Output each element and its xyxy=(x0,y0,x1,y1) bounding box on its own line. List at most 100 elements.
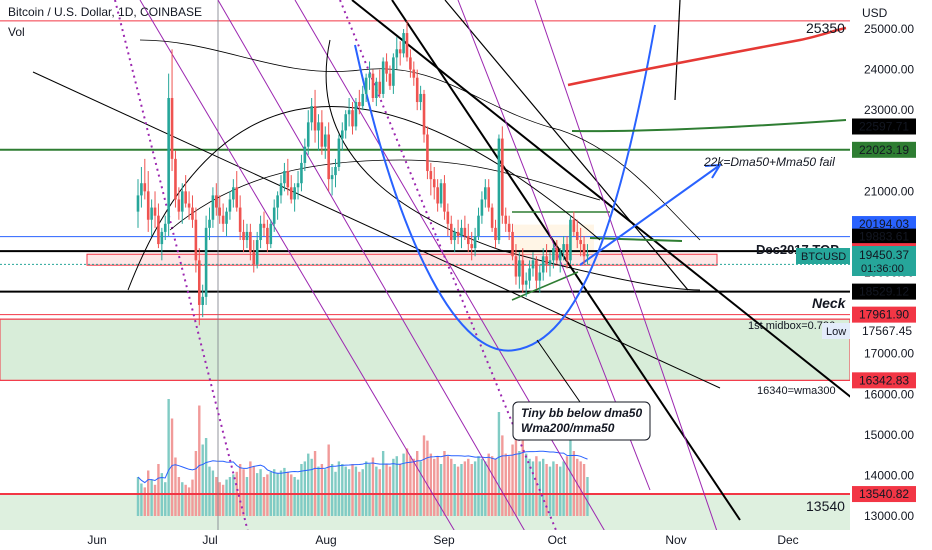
candle-body xyxy=(511,231,514,257)
price-tick-label: 16000.00 xyxy=(864,387,914,401)
volume-bar xyxy=(521,440,524,516)
trendline-4 xyxy=(32,71,721,389)
horizontal-lines-layer xyxy=(0,0,850,530)
candle-body xyxy=(565,244,569,261)
volume-bar xyxy=(467,458,470,516)
candle-body xyxy=(436,187,439,204)
price-tick-label: 23000.00 xyxy=(864,103,914,117)
volume-bar xyxy=(320,464,324,516)
candle-body xyxy=(541,256,545,273)
volume-bar xyxy=(347,469,351,516)
volume-bar xyxy=(225,479,228,516)
current-price: 19450.37 xyxy=(859,248,909,262)
volume-bar xyxy=(562,461,565,516)
candle-body xyxy=(446,211,450,224)
volume-bar xyxy=(419,461,422,516)
price-label-box xyxy=(852,372,916,389)
candle-body xyxy=(170,97,174,159)
volume-bar xyxy=(490,456,494,516)
volume-bar xyxy=(238,464,242,516)
volume-bar xyxy=(446,456,450,516)
volume-bar xyxy=(518,451,521,516)
volume-bar xyxy=(463,461,467,516)
time-axis[interactable]: Jun Jul Aug Sep Oct Nov Dec xyxy=(0,530,932,550)
price-label-text: 17961.90 xyxy=(859,308,909,322)
volume-bar xyxy=(524,453,528,516)
candle-body xyxy=(415,77,419,103)
price-label-text: 18529.12 xyxy=(859,285,909,299)
candle-body xyxy=(497,138,501,241)
volume-bar xyxy=(569,438,572,516)
candle-body xyxy=(378,81,382,94)
candle-body xyxy=(494,227,497,241)
current-price-badge[interactable]: BTCUSD 19450.37 01:36:00 xyxy=(796,246,916,276)
candle-body xyxy=(463,227,467,236)
candle-body xyxy=(582,244,586,257)
purple-channel-line xyxy=(217,0,531,541)
annotation-neck: Neck xyxy=(812,295,847,311)
time-tick-label: Jun xyxy=(87,533,106,547)
candle-body xyxy=(412,69,416,78)
candle-body xyxy=(208,219,211,228)
candle-body xyxy=(531,260,535,269)
candle-body xyxy=(460,227,463,236)
candle-body xyxy=(490,207,494,228)
candle-body xyxy=(555,248,559,261)
price-label-text: 13540.82 xyxy=(859,487,909,501)
volume-bar xyxy=(514,435,518,516)
candle-body xyxy=(187,203,191,208)
candle-body xyxy=(470,244,473,249)
volume-bar xyxy=(303,461,307,516)
low-label-text: Low xyxy=(826,326,846,338)
volume-bar xyxy=(511,444,514,516)
candle-body xyxy=(429,171,433,180)
candle-body xyxy=(426,134,429,172)
volume-bar xyxy=(439,464,443,516)
candle-body xyxy=(477,215,480,236)
volume-bar xyxy=(535,456,538,516)
candle-body xyxy=(269,223,273,245)
volume-bar xyxy=(150,479,153,516)
volume-bar xyxy=(170,418,174,516)
volume-bar xyxy=(433,458,436,516)
volume-bar xyxy=(381,451,385,516)
volume-bar xyxy=(538,461,541,516)
ma-curve-2 xyxy=(169,159,601,231)
price-tick-label: 21000.00 xyxy=(864,184,914,198)
volume-bar xyxy=(198,405,201,516)
volume-bar xyxy=(480,458,484,516)
candle-body xyxy=(242,231,245,241)
volume-bar xyxy=(531,461,535,516)
volume-bar xyxy=(157,464,160,516)
volume-bar xyxy=(174,457,177,516)
candle-body xyxy=(569,219,572,261)
candle-body xyxy=(545,256,548,265)
candle-body xyxy=(334,166,337,176)
volume-bar xyxy=(140,483,143,516)
candle-body xyxy=(204,227,208,297)
volume-bar xyxy=(181,482,184,516)
volume-bar xyxy=(460,464,463,516)
volume-ma-line xyxy=(137,450,588,484)
volume-bar xyxy=(456,466,460,516)
candle-body xyxy=(337,138,341,167)
volume-bar xyxy=(283,467,286,516)
volume-bar xyxy=(259,469,262,516)
purple-channel-line xyxy=(294,0,611,541)
volume-bar xyxy=(242,469,245,516)
currency-label: USD xyxy=(862,6,888,20)
candle-body xyxy=(259,223,262,241)
candle-body xyxy=(215,195,218,208)
volume-bar xyxy=(409,456,412,516)
blue-cup-curve xyxy=(354,24,656,352)
candle-body xyxy=(456,231,460,236)
volume-label: Vol xyxy=(8,25,25,39)
volume-bar xyxy=(187,487,191,516)
time-tick-label: Jul xyxy=(202,533,217,547)
candle-body xyxy=(422,93,426,135)
candle-body xyxy=(402,33,405,54)
volume-bar xyxy=(484,461,487,516)
volume-bar xyxy=(344,466,347,516)
candle-body xyxy=(521,260,525,285)
